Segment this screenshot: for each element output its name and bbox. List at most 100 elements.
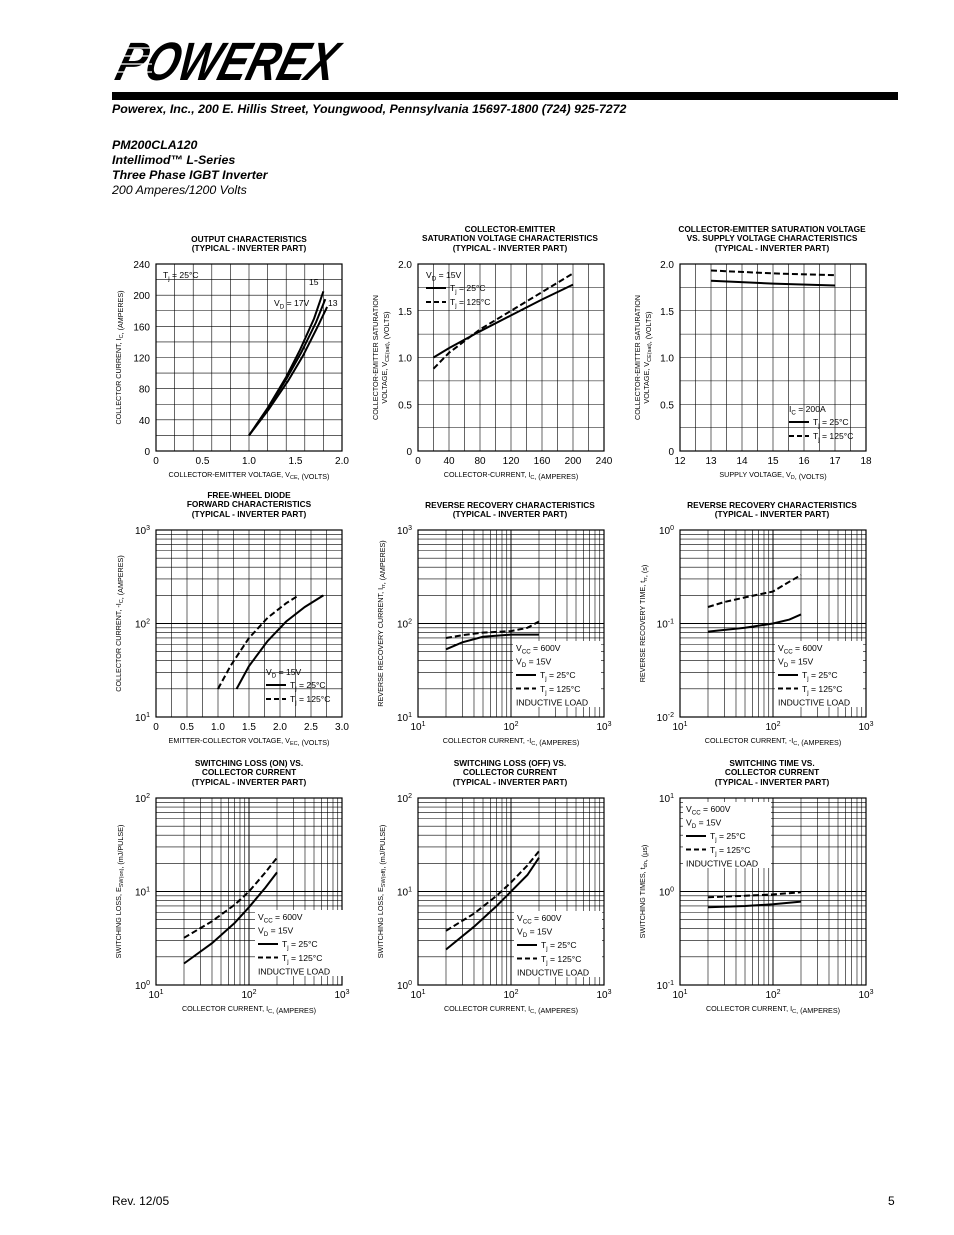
tick-label: 101 <box>135 887 150 899</box>
legend-text: Tj = 25°C <box>541 940 577 953</box>
series-line <box>445 633 539 651</box>
logo-wordmark: POWEREX <box>112 36 344 84</box>
tick-label: 10-2 <box>657 712 674 724</box>
chart8-title: SWITCHING LOSS (OFF) VS. COLLECTOR CURREN… <box>452 758 568 787</box>
plot-frame <box>679 529 867 718</box>
tick-label: 80 <box>139 385 151 396</box>
legend-text: Tj = 25°C <box>163 270 199 283</box>
plot-frame <box>679 263 867 452</box>
series-line <box>432 283 574 359</box>
legend-text: Tj = 125°C <box>290 694 330 707</box>
tick-label: 1.0 <box>660 354 674 365</box>
tick-label: 101 <box>135 712 150 724</box>
series-line <box>707 613 802 633</box>
y-axis-label: SWITCHING LOSS, ESW(on), (mJ/PULSE) <box>114 825 125 959</box>
tick-label: 1.5 <box>660 307 674 318</box>
x-axis-label: SUPPLY VOLTAGE, VD, (VOLTS) <box>719 470 826 481</box>
tick-label: 0 <box>144 447 150 458</box>
x-axis-label: COLLECTOR CURRENT, -IC, (AMPERES) <box>705 736 841 747</box>
tick-label: 200 <box>133 291 150 302</box>
tick-label: 102 <box>135 619 150 631</box>
legend-text: Tj = 125°C <box>802 684 842 697</box>
legend-text: IC = 200A <box>789 404 826 417</box>
tick-label: 0 <box>406 447 412 458</box>
tick-label: 102 <box>765 989 780 1001</box>
tick-label: 15 <box>767 456 779 467</box>
chart-c6: 101 102 103 10-2 10-1 100 COLLECTOR CURRENT, -… <box>638 525 874 747</box>
chart3-title: COLLECTOR-EMITTER SATURATION VOLTAGE VS. … <box>678 224 866 253</box>
annotation-text: 13 <box>328 298 338 308</box>
tick-label: 101 <box>397 887 412 899</box>
x-axis-label: COLLECTOR CURRENT, IC, (AMPERES) <box>706 1004 840 1015</box>
series-line <box>707 900 802 909</box>
chart-c2: 0 40 80 120 160 200 240 0 0.5 1.0 1.5 2.0 COLLECTOR-… <box>371 260 613 481</box>
plot-frame <box>417 263 605 452</box>
annotation-text: 15 <box>309 277 319 287</box>
chart-c9: 101 102 103 10-1 100 101 COLLECTOR CURRENT, IC… <box>638 793 874 1015</box>
tick-label: 102 <box>503 721 518 733</box>
tick-label: 100 <box>659 525 674 537</box>
header-rule <box>112 92 898 100</box>
x-axis-label: EMITTER-COLLECTOR VOLTAGE, VEC, (VOLTS) <box>169 736 330 747</box>
tick-label: 103 <box>596 989 611 1001</box>
tick-label: 0.5 <box>660 400 674 411</box>
company-address: Powerex, Inc., 200 E. Hillis Street, You… <box>112 102 627 116</box>
powerex-logo: POWEREX <box>112 36 344 84</box>
legend-text: INDUCTIVE LOAD <box>258 967 330 977</box>
tick-label: 80 <box>474 456 486 467</box>
tick-label: 2.0 <box>660 260 674 271</box>
series-line <box>710 269 836 277</box>
legend-text: Tj = 125°C <box>540 684 580 697</box>
x-axis-label: COLLECTOR-CURRENT, IC, (AMPERES) <box>444 470 578 481</box>
x-axis-label: COLLECTOR CURRENT, IC, (AMPERES) <box>182 1004 316 1015</box>
tick-label: 102 <box>397 619 412 631</box>
tick-label: 101 <box>410 721 425 733</box>
chart1-title: OUTPUT CHARACTERISTICS (TYPICAL - INVERTE… <box>191 234 307 254</box>
legend-text: Tj = 25°C <box>710 831 746 844</box>
tick-label: 1.5 <box>398 307 412 318</box>
tick-label: 17 <box>829 456 841 467</box>
tick-label: 102 <box>135 793 150 805</box>
y-axis-label: VOLTAGE, VCE(sat), (VOLTS) <box>380 311 391 403</box>
tick-label: 103 <box>135 525 150 537</box>
legend-text: Tj = 25°C <box>450 283 486 296</box>
legend-text: INDUCTIVE LOAD <box>778 698 850 708</box>
legend-text: INDUCTIVE LOAD <box>686 859 758 869</box>
product-title-block: PM200CLA120 Intellimod™ L-Series Three P… <box>112 138 268 198</box>
y-axis-label: VOLTAGE, VCE(sat), (VOLTS) <box>642 311 653 403</box>
tick-label: 40 <box>443 456 455 467</box>
tick-label: 160 <box>534 456 551 467</box>
tick-label: 102 <box>397 793 412 805</box>
x-axis-label: COLLECTOR-EMITTER VOLTAGE, VCE, (VOLTS) <box>169 470 330 481</box>
legend-text: Tj = 25°C <box>290 680 326 693</box>
tick-label: 101 <box>148 989 163 1001</box>
chart5-title: REVERSE RECOVERY CHARACTERISTICS (TYPICAL… <box>425 500 595 520</box>
tick-label: 13 <box>705 456 717 467</box>
tick-label: 1.0 <box>242 456 256 467</box>
product-description: Three Phase IGBT Inverter <box>112 168 268 182</box>
series-line <box>707 574 802 608</box>
plot-frame <box>155 797 343 986</box>
chart-c4: 0 0.5 1.0 1.5 2.0 2.5 3.0 101 102 103 EMITTER-COLL… <box>114 525 349 747</box>
chart6-title: REVERSE RECOVERY CHARACTERISTICS (TYPICAL… <box>687 500 857 520</box>
y-axis-label: COLLECTOR-EMITTER SATURATION <box>371 295 380 420</box>
tick-label: 101 <box>672 989 687 1001</box>
tick-label: 102 <box>241 989 256 1001</box>
tick-label: 18 <box>860 456 872 467</box>
legend-text: Tj = 125°C <box>282 953 322 966</box>
series-line <box>707 891 802 899</box>
tick-label: 0.5 <box>398 400 412 411</box>
chart-c3: 12 13 14 15 16 17 18 0 0.5 1.0 1.5 2.0 SUPPLY VOLTAG… <box>633 260 872 481</box>
tick-label: 12 <box>674 456 686 467</box>
tick-label: 200 <box>565 456 582 467</box>
tick-label: 14 <box>736 456 748 467</box>
tick-label: 120 <box>133 354 150 365</box>
legend-text: Tj = 125°C <box>541 954 581 967</box>
tick-label: 120 <box>503 456 520 467</box>
series-line <box>445 850 540 932</box>
plot-frame <box>417 529 605 718</box>
chart7-title: SWITCHING LOSS (ON) VS. COLLECTOR CURRENT… <box>191 758 307 787</box>
